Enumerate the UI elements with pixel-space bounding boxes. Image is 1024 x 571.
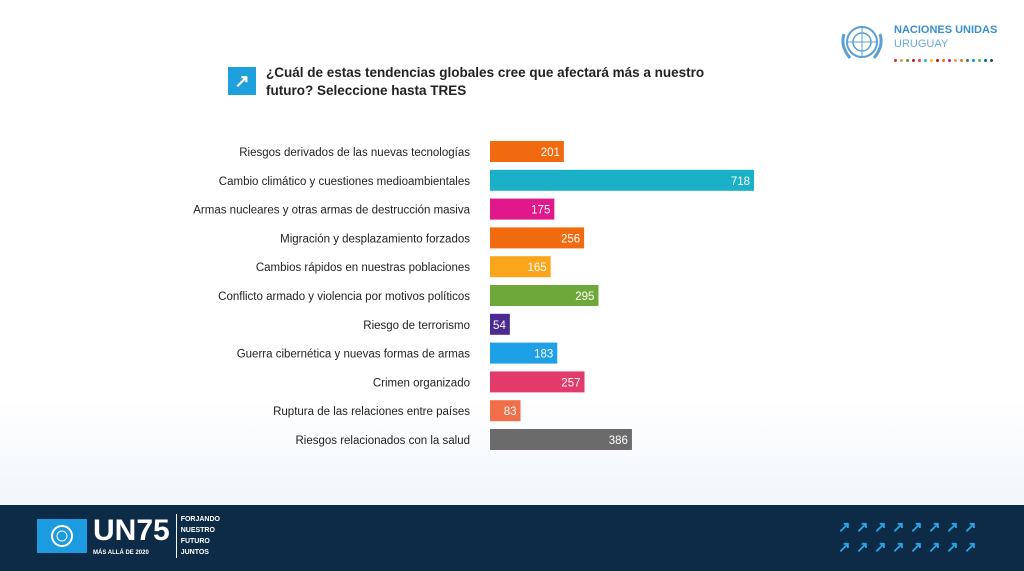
slogan: FORJANDO NUESTRO FUTURO JUNTOS	[175, 513, 220, 558]
footer: UN75 MÁS ALLÁ DE 2020 FORJANDO NUESTRO F…	[0, 505, 1024, 571]
arrow-up-right-icon: ↗	[874, 539, 887, 556]
bar	[490, 169, 754, 191]
data-label: 83	[504, 406, 517, 418]
arrow-up-right-icon: ↗	[838, 539, 851, 556]
slogan-line: FORJANDO	[180, 515, 220, 523]
arrow-up-right-icon: ↗	[910, 539, 923, 556]
bar	[490, 256, 551, 278]
category-label: Riesgos relacionados con la salud	[295, 435, 470, 447]
category-label: Migración y desplazamiento forzados	[280, 233, 470, 245]
bar	[490, 429, 632, 450]
bar-chart: Riesgos derivados de las nuevas tecnolog…	[193, 141, 754, 450]
arrow-up-right-icon: ↗	[964, 539, 977, 556]
category-label: Cambio climático y cuestiones medioambie…	[219, 176, 470, 188]
data-label: 256	[561, 233, 580, 245]
data-label: 386	[609, 435, 628, 447]
arrow-up-right-icon: ↗	[228, 67, 256, 95]
bar	[490, 198, 555, 220]
bar	[490, 342, 558, 364]
chart-title: ¿Cuál de estas tendencias globales cree …	[266, 65, 705, 98]
data-label: 718	[731, 176, 750, 188]
data-label: 183	[534, 349, 553, 361]
data-label: 175	[531, 205, 550, 217]
bar	[490, 285, 599, 306]
arrow-up-right-icon: ↗	[874, 519, 887, 536]
arrow-up-right-icon: ↗	[928, 519, 941, 536]
arrow-pattern: ↗ ↗ ↗ ↗ ↗ ↗ ↗ ↗ ↗ ↗ ↗ ↗ ↗ ↗ ↗ ↗	[838, 519, 982, 557]
data-label: 201	[541, 147, 560, 159]
sdg-dots	[894, 58, 997, 62]
data-label: 54	[493, 320, 506, 332]
arrow-up-right-icon: ↗	[928, 539, 941, 556]
arrow-up-right-icon: ↗	[910, 519, 923, 536]
un-emblem-icon	[841, 26, 883, 59]
un75-text: UN75	[93, 514, 170, 547]
arrow-up-right-icon: ↗	[946, 519, 959, 536]
org-name: NACIONES UNIDAS	[894, 23, 998, 36]
un-uruguay-logo: NACIONES UNIDAS URUGUAY	[838, 20, 997, 64]
data-label: 257	[561, 377, 580, 389]
arrow-up-right-icon: ↗	[856, 519, 869, 536]
slogan-line: FUTURO	[180, 537, 210, 545]
org-country: URUGUAY	[894, 37, 949, 50]
category-label: Ruptura de las relaciones entre países	[273, 406, 470, 418]
un-emblem-icon	[37, 518, 87, 553]
arrow-up-right-icon: ↗	[892, 519, 905, 536]
category-label: Riesgo de terrorismo	[363, 320, 470, 332]
data-label: 165	[527, 262, 546, 274]
arrow-up-right-icon: ↗	[856, 539, 869, 556]
slogan-line: JUNTOS	[180, 548, 209, 556]
bar	[490, 227, 585, 249]
data-label: 295	[575, 291, 594, 303]
category-label: Cambios rápidos en nuestras poblaciones	[256, 262, 470, 274]
arrow-up-right-icon: ↗	[892, 539, 905, 556]
bar	[490, 313, 510, 335]
un75-subtitle: MÁS ALLÁ DE 2020	[93, 550, 149, 556]
category-label: Crimen organizado	[373, 377, 470, 389]
bar	[490, 400, 521, 422]
un75-logo: UN75 MÁS ALLÁ DE 2020 FORJANDO NUESTRO F…	[37, 513, 220, 558]
arrow-up-right-icon: ↗	[838, 519, 851, 536]
category-label: Riesgos derivados de las nuevas tecnolog…	[239, 147, 470, 159]
category-label: Conflicto armado y violencia por motivos…	[218, 291, 470, 303]
bar	[490, 141, 564, 162]
category-label: Guerra cibernética y nuevas formas de ar…	[237, 349, 471, 361]
bar	[490, 371, 585, 393]
arrow-up-right-icon: ↗	[946, 539, 959, 556]
slogan-line: NUESTRO	[180, 526, 215, 534]
category-label: Armas nucleares y otras armas de destruc…	[193, 205, 470, 217]
arrow-up-right-icon: ↗	[964, 519, 977, 536]
